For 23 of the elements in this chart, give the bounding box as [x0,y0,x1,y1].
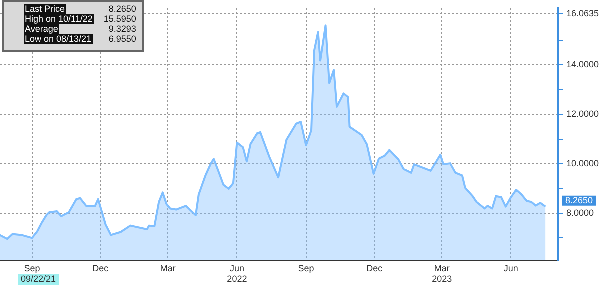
y-tick-label: 14.0000 [566,60,600,70]
y-tick-label: 12.0000 [566,109,600,120]
text: 09/22/21 [18,274,60,285]
annotation: 9.3293 [108,24,136,34]
x-tick-label: Jun 2022 [227,263,248,284]
x-tick-label: Sep [24,263,40,274]
annotation: 8.2650 [565,195,593,206]
x-tick-label: Jun [504,263,518,274]
x-tick-label: Mar 2023 [432,263,452,284]
annotation: Low on 08/13/21 [24,34,93,44]
y-tick-label: 10.0000 [566,158,600,169]
annotation: High on 10/11/22 [24,14,94,24]
annotation: Last Price [24,4,66,14]
annotation: 15.5950 [104,14,136,24]
annotation: 8.2650 [108,4,136,14]
x-tick-label: Sep [298,263,314,274]
y-tick-label: 16.0635 [566,8,600,19]
y-tick-label: 8.0000 [566,208,594,218]
x-tick-label: Mar [160,263,176,274]
annotation: Average [24,24,60,34]
x-tick-label: Dec [366,263,384,274]
annotation: 6.9550 [108,34,136,44]
x-tick-label: Dec [92,263,110,274]
